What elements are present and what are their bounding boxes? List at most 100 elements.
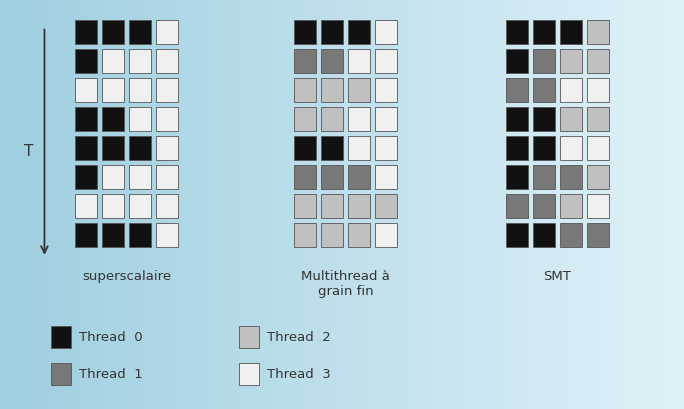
Bar xyxy=(587,194,609,218)
Bar xyxy=(321,49,343,73)
Bar xyxy=(587,49,609,73)
Bar xyxy=(348,20,370,44)
Bar xyxy=(102,49,124,73)
Bar xyxy=(533,223,555,247)
Bar xyxy=(75,165,97,189)
Bar xyxy=(348,165,370,189)
Bar xyxy=(51,326,71,348)
Bar xyxy=(533,194,555,218)
Bar xyxy=(375,136,397,160)
Bar xyxy=(51,363,71,385)
Bar xyxy=(156,20,178,44)
Bar xyxy=(375,165,397,189)
Bar xyxy=(587,223,609,247)
Bar xyxy=(75,136,97,160)
Text: superscalaire: superscalaire xyxy=(82,270,171,283)
Bar xyxy=(506,78,528,102)
Bar xyxy=(321,78,343,102)
Bar xyxy=(129,165,151,189)
Bar xyxy=(156,49,178,73)
Bar xyxy=(294,20,316,44)
Text: SMT: SMT xyxy=(544,270,571,283)
Text: Thread  3: Thread 3 xyxy=(267,368,331,381)
Bar xyxy=(375,49,397,73)
Bar xyxy=(294,49,316,73)
Bar xyxy=(156,107,178,131)
Bar xyxy=(294,165,316,189)
Bar xyxy=(102,107,124,131)
Bar xyxy=(102,223,124,247)
Bar xyxy=(102,78,124,102)
Bar xyxy=(533,107,555,131)
Bar xyxy=(506,194,528,218)
Bar xyxy=(560,165,582,189)
Bar xyxy=(560,78,582,102)
Text: T: T xyxy=(24,144,34,159)
Bar xyxy=(156,223,178,247)
Bar xyxy=(375,223,397,247)
Bar xyxy=(533,165,555,189)
Bar xyxy=(587,20,609,44)
Bar xyxy=(294,78,316,102)
Bar xyxy=(560,194,582,218)
Bar xyxy=(375,78,397,102)
Bar xyxy=(348,223,370,247)
Bar xyxy=(587,136,609,160)
Bar xyxy=(560,136,582,160)
Bar xyxy=(348,49,370,73)
Bar xyxy=(533,136,555,160)
Bar xyxy=(294,223,316,247)
Bar xyxy=(156,78,178,102)
Bar xyxy=(102,20,124,44)
Bar xyxy=(587,78,609,102)
Bar xyxy=(506,107,528,131)
Bar xyxy=(560,223,582,247)
Bar xyxy=(129,107,151,131)
Bar xyxy=(506,49,528,73)
Bar xyxy=(129,194,151,218)
Bar xyxy=(75,78,97,102)
Bar xyxy=(75,20,97,44)
Bar xyxy=(533,78,555,102)
Bar xyxy=(321,223,343,247)
Bar xyxy=(129,223,151,247)
Bar xyxy=(506,165,528,189)
Bar xyxy=(129,78,151,102)
Text: Thread  1: Thread 1 xyxy=(79,368,143,381)
Bar xyxy=(321,107,343,131)
Bar xyxy=(102,194,124,218)
Bar xyxy=(533,20,555,44)
Bar xyxy=(375,194,397,218)
Bar xyxy=(156,136,178,160)
Bar xyxy=(321,194,343,218)
Bar xyxy=(75,49,97,73)
Bar xyxy=(560,107,582,131)
Bar xyxy=(156,165,178,189)
Bar xyxy=(156,194,178,218)
Bar xyxy=(348,78,370,102)
Bar xyxy=(506,223,528,247)
Bar xyxy=(587,165,609,189)
Text: Thread  2: Thread 2 xyxy=(267,331,331,344)
Bar xyxy=(239,326,259,348)
Bar xyxy=(533,49,555,73)
Bar xyxy=(506,136,528,160)
Bar xyxy=(375,20,397,44)
Bar xyxy=(294,136,316,160)
Bar xyxy=(129,136,151,160)
Bar xyxy=(321,136,343,160)
Text: Multithread à
grain fin: Multithread à grain fin xyxy=(301,270,390,298)
Bar xyxy=(506,20,528,44)
Bar xyxy=(321,20,343,44)
Bar xyxy=(129,20,151,44)
Bar xyxy=(348,107,370,131)
Bar xyxy=(129,49,151,73)
Bar xyxy=(239,363,259,385)
Bar xyxy=(294,107,316,131)
Bar xyxy=(587,107,609,131)
Bar xyxy=(560,49,582,73)
Bar xyxy=(375,107,397,131)
Bar xyxy=(75,107,97,131)
Bar xyxy=(102,165,124,189)
Bar xyxy=(348,194,370,218)
